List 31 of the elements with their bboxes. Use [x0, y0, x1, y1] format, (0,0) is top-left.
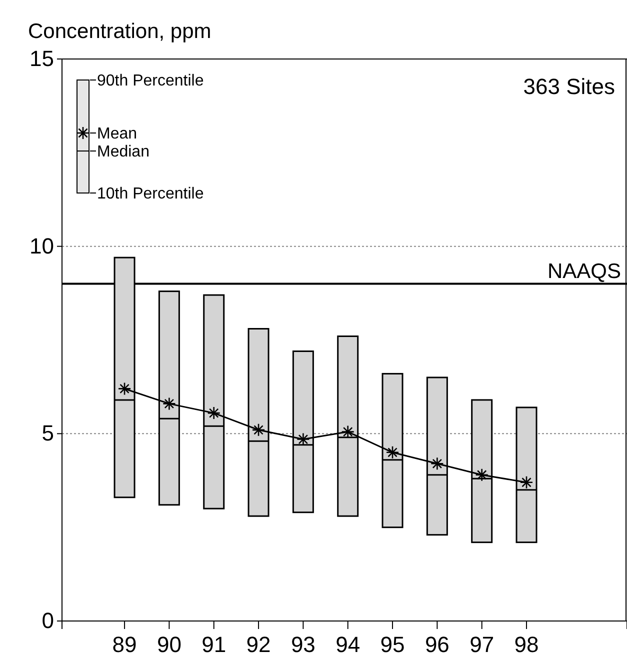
x-tick-label: 98 — [514, 632, 539, 657]
y-tick-label: 5 — [42, 420, 54, 446]
y-axis-title: Concentration, ppm — [28, 20, 212, 43]
point — [252, 423, 266, 437]
x-tick-label: 97 — [470, 632, 494, 657]
point — [475, 468, 488, 482]
x-tick-label: 92 — [246, 632, 271, 657]
annotation: Median — [97, 144, 150, 161]
x-tick-label: 95 — [380, 632, 405, 657]
point — [386, 446, 400, 460]
y-tick-label: 10 — [30, 233, 54, 258]
x-tick-label: 96 — [424, 632, 450, 657]
x-tick-label: 90 — [156, 632, 182, 657]
point — [162, 397, 176, 410]
x-tick-label: 91 — [202, 632, 226, 657]
point — [520, 476, 534, 490]
x-tick-label: 93 — [290, 632, 316, 657]
point — [207, 406, 221, 420]
y-tick-label: 0 — [42, 608, 54, 634]
y-tick-label: 15 — [30, 46, 54, 72]
annotation: Mean — [97, 126, 138, 143]
point — [341, 425, 354, 438]
point — [430, 456, 444, 470]
annotation: 90th Percentile — [97, 72, 204, 90]
point — [296, 432, 310, 446]
point — [118, 382, 132, 396]
annotation: 363 Sites — [523, 74, 615, 99]
x-tick-label: 89 — [112, 632, 137, 657]
ref-line-label: NAAQS — [547, 260, 621, 283]
annotation: 10th Percentile — [97, 186, 204, 203]
x-tick-label: 94 — [336, 632, 360, 657]
